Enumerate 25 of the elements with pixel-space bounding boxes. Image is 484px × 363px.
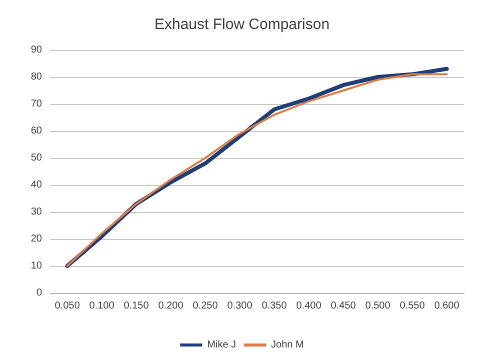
- y-tick-label: 70: [30, 98, 42, 110]
- y-tick-label: 30: [30, 206, 42, 218]
- y-tick-label: 20: [30, 234, 42, 244]
- legend-label: Mike J: [207, 340, 236, 350]
- x-tick-label: 0.200: [158, 300, 184, 312]
- y-tick-label: 0: [36, 288, 42, 298]
- x-tick-label: 0.400: [296, 300, 322, 312]
- x-tick-label: 0.450: [330, 300, 356, 312]
- x-tick-label: 0.600: [434, 300, 460, 312]
- x-tick-label: 0.300: [227, 300, 253, 312]
- y-tick-label: 10: [30, 260, 42, 272]
- x-tick-label: 0.550: [400, 300, 426, 312]
- x-tick-label: 0.250: [192, 300, 218, 312]
- x-tick-label: 0.050: [54, 300, 80, 312]
- y-tick-label: 50: [30, 152, 42, 164]
- x-tick-label: 0.350: [262, 300, 288, 312]
- chart-title: Exhaust Flow Comparison: [154, 16, 330, 33]
- legend-label: John M: [271, 340, 304, 350]
- y-tick-label: 40: [30, 180, 42, 190]
- y-tick-label: 90: [30, 44, 42, 56]
- x-tick-label: 0.500: [365, 300, 391, 312]
- y-tick-label: 60: [30, 126, 42, 136]
- x-tick-label: 0.150: [124, 300, 150, 312]
- x-tick-label: 0.100: [89, 300, 115, 312]
- y-tick-label: 80: [30, 72, 42, 82]
